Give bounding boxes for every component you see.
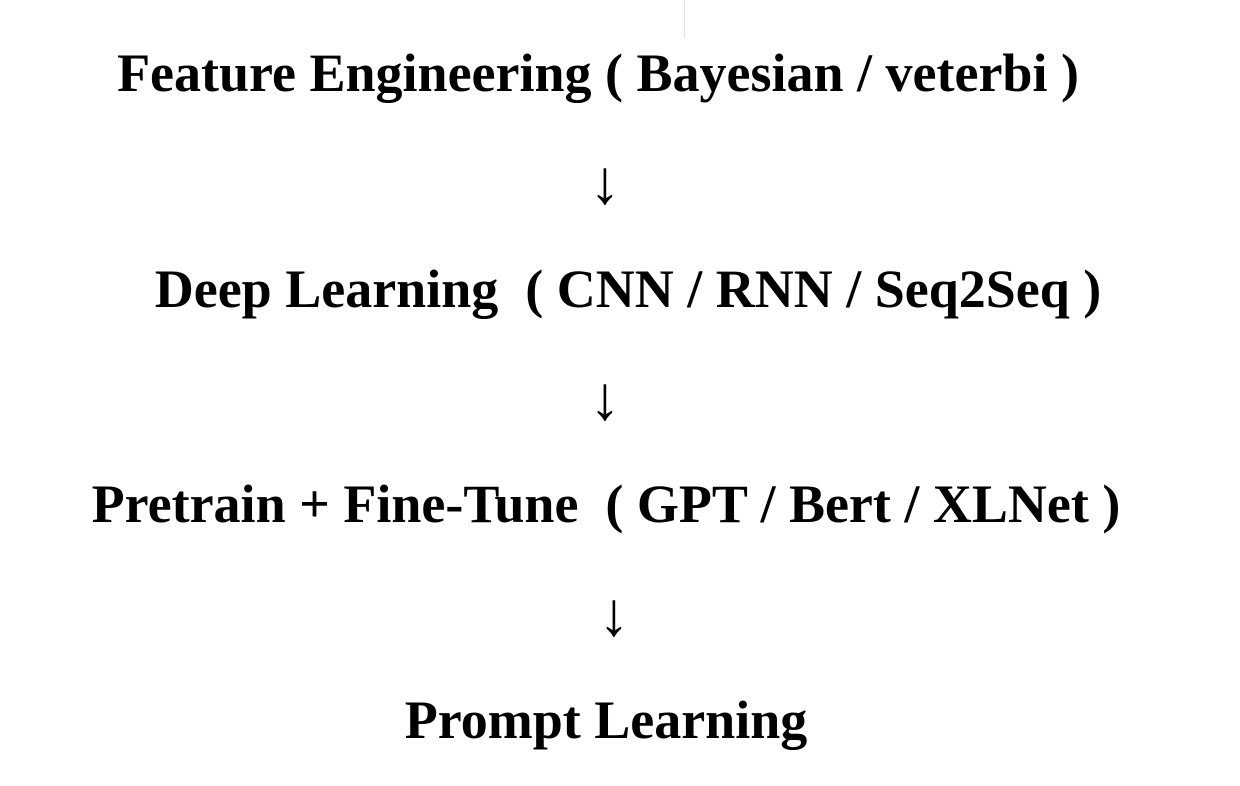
stage-prompt-learning: Prompt Learning [404,690,808,750]
down-arrow-icon: ↓ [589,149,621,217]
stage-deep-learning: Deep Learning ( CNN / RNN / Seq2Seq ) [154,259,1102,319]
down-arrow-icon: ↓ [598,581,630,649]
stage-pretrain-fine-tune: Pretrain + Fine-Tune ( GPT / Bert / XLNe… [91,474,1121,534]
stage-feature-engineering: Feature Engineering ( Bayesian / veterbi… [117,43,1079,103]
divider-line [684,0,685,38]
down-arrow-icon: ↓ [589,365,621,433]
